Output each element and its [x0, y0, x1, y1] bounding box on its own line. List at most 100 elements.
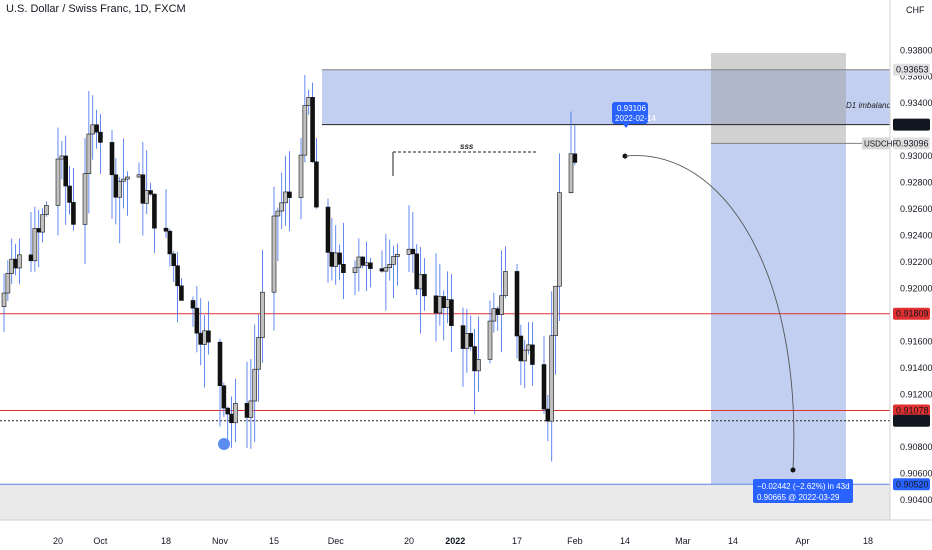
y-tick-label: 0.92800 — [900, 178, 932, 188]
x-tick-label: 20 — [53, 536, 63, 546]
candle-body — [13, 258, 18, 269]
candle-body — [333, 252, 339, 267]
projection-change: −0.02442 (−2.62%) in 43d — [757, 482, 850, 491]
y-tick-label: 0.93800 — [900, 45, 932, 55]
currency-label: CHF — [906, 5, 925, 15]
y-tick-label: 0.91400 — [900, 363, 932, 373]
candle-body — [175, 265, 180, 287]
chart-title: U.S. Dollar / Swiss Franc, 1D, FXCM — [6, 3, 186, 15]
y-tick-label: 0.93000 — [900, 151, 932, 161]
candle-body — [171, 253, 177, 266]
candle-body — [287, 191, 292, 198]
x-tick-label: 18 — [161, 536, 171, 546]
price-badge — [893, 478, 930, 491]
price-badge — [893, 137, 930, 150]
x-tick-label: Nov — [212, 536, 229, 546]
candle-body — [495, 308, 501, 315]
projection-target: 0.90665 @ 2022-03-29 — [757, 493, 840, 502]
candle-body — [148, 190, 153, 195]
candle-body — [499, 295, 504, 315]
entry-price: 0.93106 — [617, 104, 646, 113]
candle-body — [503, 271, 508, 297]
candle-body — [387, 264, 393, 268]
candle-body — [163, 227, 169, 232]
candle-body — [437, 296, 443, 314]
candle-body — [9, 258, 15, 274]
candle-body — [364, 262, 369, 266]
y-tick-label: 0.92200 — [900, 257, 932, 267]
symbol-tag — [862, 137, 890, 150]
candle-body — [449, 299, 454, 326]
candle-body — [464, 333, 470, 349]
candle-body — [260, 291, 265, 338]
price-badge-label: 0.91809 — [896, 309, 929, 319]
candle-body — [194, 307, 200, 334]
candle-body — [306, 97, 312, 106]
candle-body — [271, 215, 277, 293]
x-tick-label: 14 — [728, 536, 738, 546]
price-badge — [893, 414, 930, 427]
candle-body — [36, 228, 42, 233]
y-tick-label: 0.92000 — [900, 283, 932, 293]
candle-body — [71, 202, 76, 225]
candle-body — [40, 214, 45, 233]
candle-body — [298, 154, 304, 198]
candle-body — [406, 248, 412, 255]
y-tick-label: 0.90600 — [900, 469, 932, 479]
candle-body — [59, 155, 65, 160]
candle-body — [44, 205, 49, 215]
candle-body — [360, 256, 366, 266]
candle-body — [441, 296, 447, 308]
candle-body — [283, 191, 288, 204]
candle-body — [491, 308, 497, 322]
y-tick-label: 0.91600 — [900, 336, 932, 346]
sss-label: sss — [460, 142, 474, 151]
x-tick-label: 17 — [512, 536, 522, 546]
candle-body — [275, 210, 281, 217]
candle-body — [337, 252, 342, 265]
candle-body — [221, 385, 227, 409]
projection-callout — [753, 479, 853, 503]
candle-body — [568, 153, 574, 193]
y-tick-label: 0.91200 — [900, 389, 932, 399]
candle-body — [476, 359, 481, 372]
candle-body — [144, 190, 150, 204]
candle-body — [252, 368, 258, 402]
candle-body — [541, 364, 547, 410]
price-badge — [893, 63, 930, 76]
candle-body — [526, 344, 531, 351]
x-tick-label: 20 — [404, 536, 414, 546]
candle-body — [206, 330, 211, 343]
candle-body — [121, 178, 126, 182]
candle-body — [314, 161, 319, 208]
candle-body — [433, 295, 439, 314]
candle-body — [94, 124, 99, 133]
projection-arc — [624, 155, 795, 471]
time-axis-panel — [0, 520, 932, 550]
x-tick-label: 2022 — [445, 536, 465, 546]
candle-body — [217, 341, 223, 387]
candle-body — [125, 176, 130, 180]
candle-body — [28, 254, 34, 262]
candle-body — [248, 400, 254, 418]
candle-body — [522, 349, 528, 362]
imbalance-zone — [322, 69, 890, 125]
x-tick-label: Feb — [567, 536, 583, 546]
candle-body — [395, 254, 400, 257]
candle-body — [557, 192, 562, 287]
pivot-marker — [218, 438, 230, 450]
candles — [1, 74, 578, 462]
candle-body — [140, 174, 146, 204]
price-axis-panel — [890, 0, 932, 550]
price-badge — [893, 118, 930, 131]
candle-body — [5, 273, 11, 294]
candle-body — [179, 285, 184, 301]
entry-pointer — [623, 124, 629, 128]
candle-body — [356, 256, 362, 269]
candle-body — [325, 206, 331, 253]
entry-callout — [612, 102, 648, 124]
x-tick-label: 15 — [269, 536, 279, 546]
candle-body — [82, 173, 88, 225]
candle-body — [229, 413, 234, 424]
